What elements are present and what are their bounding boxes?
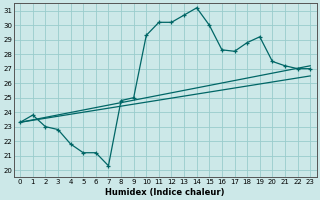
X-axis label: Humidex (Indice chaleur): Humidex (Indice chaleur): [106, 188, 225, 197]
